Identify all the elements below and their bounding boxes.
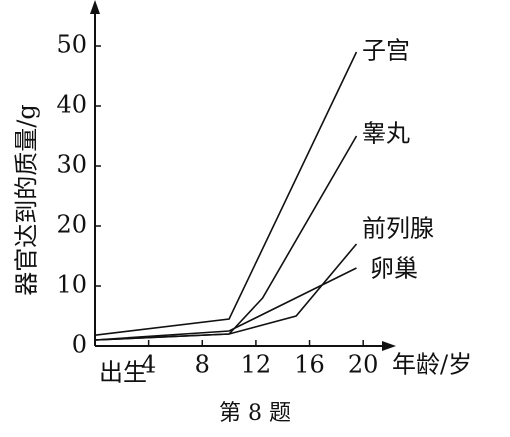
x-tick-label: 20 [348, 351, 379, 379]
x-tick-label: 12 [241, 351, 272, 379]
x-tick-label: 4 [141, 351, 156, 379]
series-label: 睾丸 [362, 120, 410, 148]
caption: 第 8 题 [219, 401, 291, 426]
y-axis-arrow [90, 0, 100, 14]
y-tick-label: 20 [56, 211, 87, 239]
y-tick-label: 10 [56, 271, 87, 299]
x-axis-arrow [382, 341, 396, 351]
series-line [94, 267, 357, 341]
x-axis-title: 年龄/岁 [392, 351, 472, 379]
series-line [94, 243, 358, 341]
series-line [94, 135, 358, 341]
series-line [94, 51, 358, 336]
y-tick-label: 0 [72, 331, 87, 359]
series-label: 前列腺 [362, 215, 434, 243]
y-tick-label: 30 [56, 151, 87, 179]
y-tick-label: 50 [56, 31, 87, 59]
series-label: 卵巢 [370, 255, 418, 283]
x-tick-label: 出生 [99, 359, 147, 387]
x-tick-label: 8 [195, 351, 210, 379]
y-axis-title: 器官达到的质量/g [13, 104, 41, 295]
series-label: 子宫 [362, 37, 410, 65]
y-tick-label: 40 [56, 91, 87, 119]
x-tick-label: 16 [294, 351, 325, 379]
